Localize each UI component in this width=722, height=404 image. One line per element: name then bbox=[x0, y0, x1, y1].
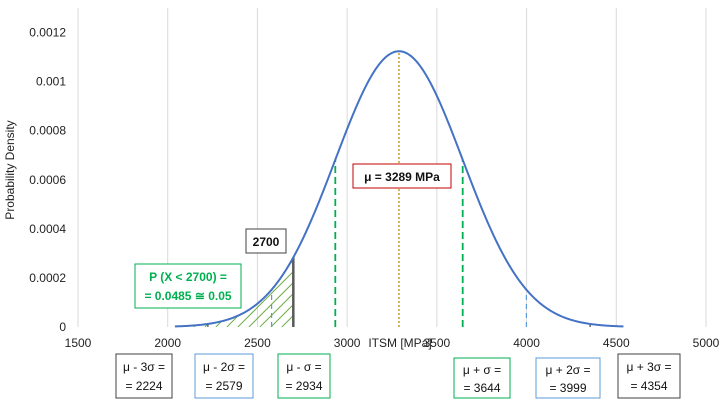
sigma-box-plus-2: μ + 2σ = = 3999 bbox=[535, 357, 601, 399]
hatch-line-14 bbox=[248, 257, 294, 327]
x-tick-label-3: 3000 bbox=[334, 336, 361, 350]
hatch-line-16 bbox=[270, 257, 294, 327]
y-axis-title: Probability Density bbox=[3, 120, 17, 219]
sigma-box-plus-3-line1: μ + 3σ = bbox=[626, 360, 671, 374]
probability-line-2: = 0.0485 ≅ 0.05 bbox=[144, 289, 231, 303]
sigma-box-minus-2: μ - 2σ = = 2579 bbox=[194, 353, 254, 399]
mean-annotation: μ = 3289 MPa bbox=[352, 163, 452, 189]
sigma-box-minus-1-line1: μ - σ = bbox=[286, 360, 321, 374]
x-tick-label-0: 1500 bbox=[65, 336, 92, 350]
y-tick-label-6: 0.0012 bbox=[29, 26, 66, 40]
y-tick-label-1: 0.0002 bbox=[29, 271, 66, 285]
x-tick-label-4: 3500 bbox=[424, 336, 451, 350]
x-axis-title: ITSM [MPa] bbox=[368, 336, 431, 350]
probability-annotation: P (X < 2700) = = 0.0485 ≅ 0.05 bbox=[134, 263, 242, 309]
sigma-box-plus-1-line1: μ + σ = bbox=[463, 363, 501, 377]
y-tick-labels: 0 0.0002 0.0004 0.0006 0.0008 0.001 0.0012 bbox=[29, 26, 66, 334]
x-tick-labels: 1500 2000 2500 3000 3500 4000 4500 5000 bbox=[65, 336, 720, 350]
sigma-box-minus-1: μ - σ = = 2934 bbox=[277, 353, 331, 399]
hatch-line-18 bbox=[292, 257, 294, 327]
sigma-box-plus-2-line1: μ + 2σ = bbox=[545, 363, 590, 377]
x-tick-label-7: 5000 bbox=[693, 336, 720, 350]
x-tick-label-1: 2000 bbox=[154, 336, 181, 350]
y-tick-label-0: 0 bbox=[59, 320, 66, 334]
sigma-box-minus-1-line2: = 2934 bbox=[285, 379, 322, 393]
sigma-box-plus-2-line2: = 3999 bbox=[549, 381, 586, 395]
y-tick-label-2: 0.0004 bbox=[29, 222, 66, 236]
sigma-box-plus-3: μ + 3σ = = 4354 bbox=[617, 353, 681, 399]
x-tick-label-6: 4500 bbox=[603, 336, 630, 350]
mean-label: μ = 3289 MPa bbox=[364, 170, 440, 184]
sigma-box-plus-1-line2: = 3644 bbox=[463, 381, 500, 395]
sigma-box-minus-2-line2: = 2579 bbox=[205, 379, 242, 393]
sigma-box-minus-3: μ - 3σ = = 2224 bbox=[115, 353, 173, 399]
y-tick-label-3: 0.0006 bbox=[29, 173, 66, 187]
y-tick-label-5: 0.001 bbox=[36, 75, 66, 89]
sigma-box-plus-1: μ + σ = = 3644 bbox=[453, 357, 511, 399]
sigma-box-minus-2-line1: μ - 2σ = bbox=[203, 360, 245, 374]
x-tick-label-2: 2500 bbox=[244, 336, 271, 350]
sigma-box-plus-3-line2: = 4354 bbox=[630, 379, 667, 393]
probability-line-1: P (X < 2700) = bbox=[149, 270, 227, 284]
threshold-annotation: 2700 bbox=[245, 228, 287, 254]
reference-lines bbox=[207, 51, 591, 327]
pdf-curve bbox=[174, 50, 624, 328]
hatch-line-15 bbox=[259, 257, 294, 327]
x-tick-label-5: 4000 bbox=[513, 336, 540, 350]
sigma-box-minus-3-line1: μ - 3σ = bbox=[123, 360, 165, 374]
sigma-box-minus-3-line2: = 2224 bbox=[125, 379, 162, 393]
y-tick-label-4: 0.0008 bbox=[29, 124, 66, 138]
hatch-line-13 bbox=[237, 257, 294, 327]
threshold-label: 2700 bbox=[253, 235, 280, 249]
